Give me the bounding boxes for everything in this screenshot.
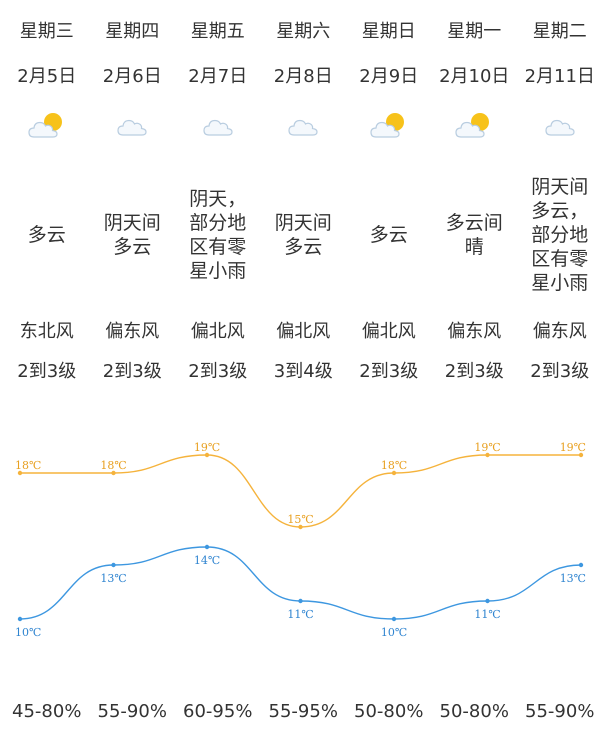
day-column: 星期二 2月11日阴天间多云，部分地区有零星小雨偏东风 2到3级 bbox=[517, 0, 603, 390]
day-column: 星期五 2月7日阴天，部分地区有零星小雨偏北风 2到3级 bbox=[175, 0, 261, 390]
day-column: 星期四 2月6日阴天间多云偏东风 2到3级 bbox=[90, 0, 176, 390]
humidity-value: 45-80% bbox=[12, 701, 82, 722]
partly-cloudy-sun-icon bbox=[369, 90, 409, 160]
weather-condition: 多云间晴 bbox=[445, 212, 503, 258]
wind-direction: 偏北风 bbox=[276, 321, 331, 342]
cloud-icon bbox=[283, 90, 323, 160]
low-temperature-label: 13℃ bbox=[560, 572, 586, 585]
wind-direction: 偏北风 bbox=[361, 321, 416, 342]
low-temperature-label: 10℃ bbox=[381, 626, 407, 639]
weather-condition: 多云 bbox=[27, 224, 66, 246]
day-column: 星期三 2月5日 多云东北风 2到3级 bbox=[4, 0, 90, 390]
weekday-label: 星期日 bbox=[361, 21, 416, 42]
weekday-label: 星期一 bbox=[447, 21, 502, 42]
high-temperature-label: 19℃ bbox=[474, 441, 500, 454]
low-temperature-label: 14℃ bbox=[194, 554, 220, 567]
low-temperature-point bbox=[204, 544, 210, 550]
date-label: 2月6日 bbox=[102, 66, 162, 87]
high-temperature-point bbox=[17, 470, 23, 476]
low-temperature-point bbox=[391, 616, 397, 622]
low-temperature-point bbox=[111, 562, 116, 568]
day-column: 星期日 2月9日 多云偏北风 2到3级 bbox=[346, 0, 432, 390]
high-temperature-label: 18℃ bbox=[15, 459, 41, 472]
wind-level: 2到3级 bbox=[188, 361, 248, 382]
wind-level: 2到3级 bbox=[102, 361, 162, 382]
wind-level: 2到3级 bbox=[359, 361, 419, 382]
partly-cloudy-sun-icon bbox=[454, 90, 494, 160]
low-temperature-point bbox=[17, 616, 23, 622]
high-temperature-label: 18℃ bbox=[381, 459, 407, 472]
cloud-icon bbox=[540, 90, 580, 160]
date-label: 2月9日 bbox=[359, 66, 419, 87]
humidity-value: 55-90% bbox=[97, 701, 167, 722]
humidity-value: 50-80% bbox=[354, 701, 424, 722]
partly-cloudy-sun-icon bbox=[27, 90, 67, 160]
date-label: 2月5日 bbox=[17, 66, 77, 87]
wind-direction: 偏东风 bbox=[447, 321, 502, 342]
high-temperature-point bbox=[204, 452, 210, 458]
wind-level: 2到3级 bbox=[17, 361, 77, 382]
high-temperature-label: 18℃ bbox=[100, 459, 126, 472]
wind-level: 2到3级 bbox=[444, 361, 504, 382]
date-label: 2月7日 bbox=[188, 66, 248, 87]
date-label: 2月8日 bbox=[273, 66, 333, 87]
high-temperature-point bbox=[298, 524, 303, 530]
weekday-label: 星期四 bbox=[105, 21, 160, 42]
high-temperature-point bbox=[578, 452, 584, 458]
high-temperature-point bbox=[111, 470, 116, 476]
date-label: 2月10日 bbox=[439, 66, 510, 87]
wind-level: 3到4级 bbox=[273, 361, 333, 382]
wind-direction: 偏东风 bbox=[532, 321, 587, 342]
humidity-value: 50-80% bbox=[439, 701, 509, 722]
temperature-chart-svg: 18℃ 18℃ 19℃ 15℃ 18℃ 19℃ 19℃ 10℃ 13℃ 14℃ 11℃ 10℃ 11℃ 1… bbox=[15, 441, 586, 639]
low-temperature-point bbox=[298, 598, 303, 604]
cloud-icon bbox=[112, 90, 152, 160]
wind-level: 2到3级 bbox=[530, 361, 590, 382]
weather-condition: 阴天间多云 bbox=[103, 212, 161, 258]
humidity-value: 55-90% bbox=[525, 701, 595, 722]
low-temperature-label: 11℃ bbox=[474, 608, 500, 621]
humidity-value: 60-95% bbox=[183, 701, 253, 722]
weekday-label: 星期五 bbox=[190, 21, 245, 42]
wind-direction: 东北风 bbox=[19, 321, 74, 342]
temperature-chart: 18℃ 18℃ 19℃ 15℃ 18℃ 19℃ 19℃ 10℃ 13℃ 14℃ 11℃ 10℃ 11℃ 1… bbox=[0, 420, 607, 660]
humidity-row: 45-80% 55-90% 60-95% 55-95% 50-80% 50-80% 55-9… bbox=[4, 695, 603, 729]
day-column: 星期六 2月8日阴天间多云偏北风 3到4级 bbox=[261, 0, 347, 390]
weekday-label: 星期二 bbox=[532, 21, 587, 42]
weekday-label: 星期六 bbox=[276, 21, 331, 42]
high-temperature-point bbox=[485, 452, 490, 458]
low-temperature-label: 13℃ bbox=[100, 572, 126, 585]
low-temperature-point bbox=[578, 562, 584, 568]
day-column: 星期一 2月10日 多云间晴偏东风 2到3级 bbox=[432, 0, 518, 390]
date-label: 2月11日 bbox=[524, 66, 595, 87]
weather-condition: 多云 bbox=[369, 224, 408, 246]
cloud-icon bbox=[198, 90, 238, 160]
weather-condition: 阴天，部分地区有零星小雨 bbox=[189, 188, 247, 282]
high-temperature-label: 19℃ bbox=[560, 441, 586, 454]
high-temperature-point bbox=[391, 470, 397, 476]
wind-direction: 偏东风 bbox=[105, 321, 160, 342]
weekday-label: 星期三 bbox=[19, 21, 74, 42]
humidity-value: 55-95% bbox=[268, 701, 338, 722]
wind-direction: 偏北风 bbox=[190, 321, 245, 342]
low-temperature-label: 11℃ bbox=[287, 608, 313, 621]
high-temperature-label: 15℃ bbox=[287, 513, 313, 526]
weather-condition: 阴天间多云 bbox=[274, 212, 332, 258]
low-temperature-point bbox=[485, 598, 490, 604]
low-temperature-label: 10℃ bbox=[15, 626, 41, 639]
weather-condition: 阴天间多云，部分地区有零星小雨 bbox=[531, 176, 589, 294]
forecast-grid: 星期三 2月5日 多云东北风 2到3级 星期四 2月6日阴天间多云偏东风 2到3级 星期五 2… bbox=[4, 0, 603, 390]
high-temperature-label: 19℃ bbox=[194, 441, 220, 454]
